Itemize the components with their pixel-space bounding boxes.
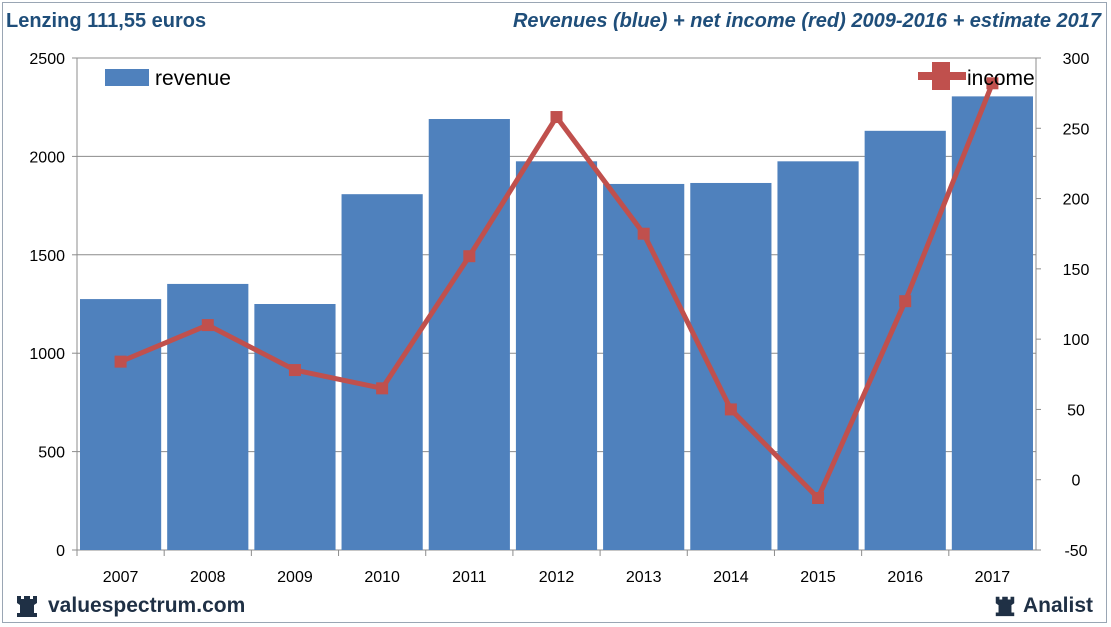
revenue-bar bbox=[80, 299, 162, 550]
right-tick-label: -50 bbox=[1064, 543, 1087, 560]
legend-income-label: income bbox=[967, 67, 1035, 90]
x-tick-label: 2017 bbox=[975, 569, 1011, 586]
right-tick-label: 250 bbox=[1063, 121, 1090, 138]
income-point bbox=[550, 111, 563, 124]
income-point bbox=[201, 319, 214, 332]
right-tick-label: 0 bbox=[1072, 473, 1081, 490]
left-tick-label: 1000 bbox=[29, 346, 65, 363]
right-tick-label: 300 bbox=[1063, 51, 1090, 68]
income-point bbox=[986, 77, 999, 90]
income-point bbox=[114, 355, 127, 368]
revenue-bar bbox=[603, 183, 685, 550]
footer-brand: Analist bbox=[993, 594, 1093, 618]
legend-revenue-swatch bbox=[105, 69, 149, 86]
revenue-bar bbox=[515, 161, 598, 550]
x-tick-label: 2012 bbox=[539, 569, 575, 586]
income-point bbox=[637, 227, 650, 240]
revenue-bar bbox=[777, 161, 859, 550]
legend-income-marker bbox=[932, 62, 950, 90]
right-tick-label: 50 bbox=[1067, 402, 1085, 419]
left-tick-label: 0 bbox=[56, 543, 65, 560]
income-point bbox=[288, 364, 301, 377]
chart-title: Revenues (blue) + net income (red) 2009-… bbox=[512, 10, 1101, 32]
rook-icon bbox=[17, 596, 37, 617]
rook-icon bbox=[995, 596, 1015, 617]
x-tick-label: 2016 bbox=[887, 569, 923, 586]
x-tick-label: 2010 bbox=[364, 569, 400, 586]
revenue-bar bbox=[341, 194, 423, 550]
revenue-bar bbox=[254, 304, 336, 550]
right-tick-label: 100 bbox=[1063, 332, 1090, 349]
income-point bbox=[376, 382, 389, 395]
right-tick-label: 150 bbox=[1063, 262, 1090, 279]
x-tick-label: 2011 bbox=[452, 569, 487, 586]
left-tick-label: 1500 bbox=[29, 248, 65, 265]
income-point bbox=[812, 491, 825, 504]
x-tick-label: 2008 bbox=[190, 569, 226, 586]
x-tick-label: 2009 bbox=[277, 569, 313, 586]
revenue-bar bbox=[951, 96, 1033, 550]
x-tick-label: 2015 bbox=[800, 569, 836, 586]
left-tick-label: 2500 bbox=[29, 51, 65, 68]
x-tick-label: 2014 bbox=[713, 569, 749, 586]
revenue-bar bbox=[864, 130, 946, 551]
footer-site: valuespectrum.com bbox=[14, 594, 245, 618]
income-point bbox=[724, 403, 737, 416]
left-tick-label: 500 bbox=[38, 445, 65, 462]
x-tick-label: 2007 bbox=[103, 569, 139, 586]
income-point bbox=[899, 295, 912, 308]
revenue-bar bbox=[690, 182, 772, 550]
site-name: valuespectrum.com bbox=[48, 594, 246, 617]
legend-revenue-label: revenue bbox=[155, 67, 231, 90]
income-point bbox=[463, 250, 476, 263]
x-tick-label: 2013 bbox=[626, 569, 662, 586]
left-tick-label: 2000 bbox=[29, 149, 65, 166]
right-tick-label: 200 bbox=[1063, 192, 1090, 209]
revenue-bar bbox=[428, 119, 510, 551]
page-title: Lenzing 111,55 euros bbox=[6, 10, 207, 32]
brand-name: Analist bbox=[1023, 594, 1094, 617]
